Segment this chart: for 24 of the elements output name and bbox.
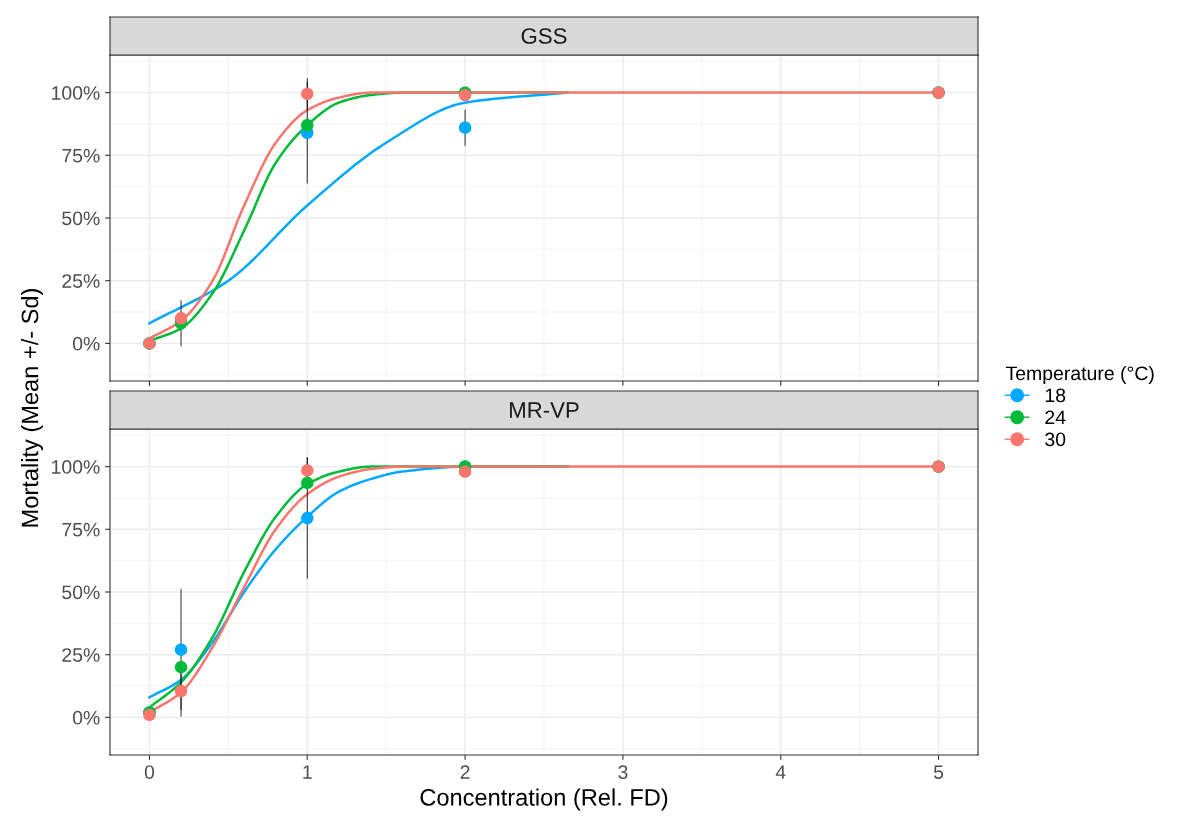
y-tick-label: 75% xyxy=(62,522,100,537)
legend-label: 24 xyxy=(1045,410,1066,425)
chart-title: MR-VP xyxy=(510,402,579,418)
x-tick-label: 2 xyxy=(460,765,470,779)
x-tick-label: 4 xyxy=(775,765,786,779)
x-tick-label: 0 xyxy=(144,765,155,779)
x-tick-label: 1 xyxy=(303,765,312,779)
y-tick-label: 75% xyxy=(62,148,100,163)
x-tick-label: 5 xyxy=(933,765,944,779)
legend-title: Temperature (°C) xyxy=(1005,365,1154,385)
y-tick-label: 100% xyxy=(52,460,100,474)
y-tick-label: 25% xyxy=(62,648,100,662)
x-tick-label: 3 xyxy=(618,765,628,779)
legend-label: 18 xyxy=(1045,388,1066,403)
y-tick-label: 50% xyxy=(62,211,100,226)
y-tick-label: 0% xyxy=(72,336,100,351)
y-tick-label: 25% xyxy=(62,274,100,288)
x-axis-title: Concentration (Rel. FD) xyxy=(420,788,668,811)
chart-title: GSS xyxy=(521,28,567,44)
y-axis-title: Mortality (Mean +/- Sd) xyxy=(21,289,43,527)
legend-label: 30 xyxy=(1045,432,1066,447)
y-tick-label: 100% xyxy=(52,86,100,100)
y-tick-label: 50% xyxy=(62,585,100,600)
y-tick-label: 0% xyxy=(72,710,100,725)
